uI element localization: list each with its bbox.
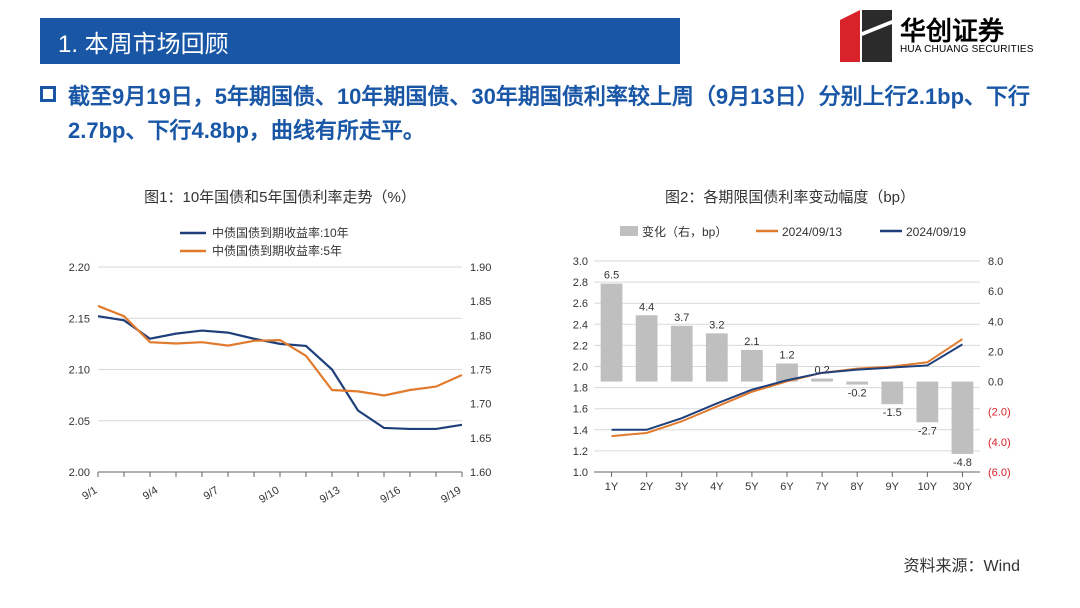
svg-text:3.0: 3.0 <box>573 256 588 268</box>
svg-text:2.0: 2.0 <box>988 346 1003 358</box>
svg-text:6Y: 6Y <box>780 481 794 493</box>
svg-text:2.6: 2.6 <box>573 298 588 310</box>
chart1-title: 图1：10年国债和5年国债利率走势（%） <box>50 186 510 207</box>
svg-text:5Y: 5Y <box>745 481 759 493</box>
svg-text:9/13: 9/13 <box>318 484 343 506</box>
svg-text:1.60: 1.60 <box>470 467 491 479</box>
svg-text:9/10: 9/10 <box>257 484 282 506</box>
chart1-block: 图1：10年国债和5年国债利率走势（%） 2.00 2.05 2.10 2.15 2.2… <box>50 186 510 521</box>
svg-text:4Y: 4Y <box>710 481 724 493</box>
svg-text:1.80: 1.80 <box>470 330 491 342</box>
section-title-text: 1. 本周市场回顾 <box>58 24 229 59</box>
svg-text:-4.8: -4.8 <box>953 457 972 469</box>
svg-text:2.0: 2.0 <box>573 362 588 374</box>
svg-text:2.15: 2.15 <box>69 313 90 325</box>
svg-text:中债国债到期收益率:10年: 中债国债到期收益率:10年 <box>212 225 349 240</box>
svg-text:(6.0): (6.0) <box>988 467 1011 479</box>
svg-text:中债国债到期收益率:5年: 中债国债到期收益率:5年 <box>212 243 342 258</box>
svg-text:1.70: 1.70 <box>470 399 491 411</box>
svg-text:8Y: 8Y <box>850 481 864 493</box>
svg-text:9/7: 9/7 <box>202 484 221 502</box>
svg-text:2.1: 2.1 <box>744 336 759 348</box>
svg-text:2Y: 2Y <box>640 481 654 493</box>
svg-text:1.0: 1.0 <box>573 467 588 479</box>
section-title-bar: 1. 本周市场回顾 <box>40 18 680 64</box>
brand-name-cn: 华创证券 <box>900 18 1034 44</box>
svg-text:7Y: 7Y <box>815 481 829 493</box>
chart2-title: 图2：各期限国债利率变动幅度（bp） <box>550 186 1030 207</box>
svg-text:2.10: 2.10 <box>69 365 90 377</box>
svg-text:3Y: 3Y <box>675 481 689 493</box>
svg-text:1.90: 1.90 <box>470 262 491 274</box>
svg-text:3.7: 3.7 <box>674 312 689 324</box>
svg-text:2.2: 2.2 <box>573 340 588 352</box>
summary-text: 截至9月19日，5年期国债、10年期国债、30年期国债利率较上周（9月13日）分… <box>68 80 1040 148</box>
svg-text:1.85: 1.85 <box>470 296 491 308</box>
svg-text:2.00: 2.00 <box>69 467 90 479</box>
svg-text:6.0: 6.0 <box>988 286 1003 298</box>
svg-text:4.0: 4.0 <box>988 316 1003 328</box>
chart1-svg: 2.00 2.05 2.10 2.15 2.20 1.60 1.65 1.70 1.75 1.80… <box>50 221 510 516</box>
bullet-icon <box>40 86 56 102</box>
svg-text:(4.0): (4.0) <box>988 437 1011 449</box>
svg-text:1.8: 1.8 <box>573 383 588 395</box>
svg-text:1.2: 1.2 <box>573 446 588 458</box>
svg-text:2.20: 2.20 <box>69 262 90 274</box>
svg-text:4.4: 4.4 <box>639 301 654 313</box>
svg-text:30Y: 30Y <box>953 481 973 493</box>
svg-text:6.5: 6.5 <box>604 270 619 282</box>
chart2-block: 图2：各期限国债利率变动幅度（bp） 1.0 1.2 1.4 1.6 1.8 2.0 2.2… <box>550 186 1030 521</box>
svg-text:0.0: 0.0 <box>988 377 1003 389</box>
data-source: 资料来源：Wind <box>904 552 1020 576</box>
brand-name-en: HUA CHUANG SECURITIES <box>900 44 1034 55</box>
svg-text:2.8: 2.8 <box>573 277 588 289</box>
svg-text:1.4: 1.4 <box>573 425 588 437</box>
svg-text:9/1: 9/1 <box>80 484 99 502</box>
brand-logo-text: 华创证券 HUA CHUANG SECURITIES <box>900 18 1034 55</box>
brand-logo: 华创证券 HUA CHUANG SECURITIES <box>840 6 1060 66</box>
svg-text:2024/09/19: 2024/09/19 <box>906 225 966 239</box>
svg-text:2.4: 2.4 <box>573 319 588 331</box>
svg-text:-2.7: -2.7 <box>918 425 937 437</box>
svg-text:1.65: 1.65 <box>470 433 491 445</box>
svg-text:9Y: 9Y <box>886 481 900 493</box>
svg-text:1.2: 1.2 <box>779 349 794 361</box>
svg-text:-1.5: -1.5 <box>883 407 902 419</box>
chart2-svg: 1.0 1.2 1.4 1.6 1.8 2.0 2.2 2.4 2.6 2.8 3.0 (6.0) (4… <box>550 221 1030 516</box>
svg-text:1Y: 1Y <box>605 481 619 493</box>
svg-text:1.75: 1.75 <box>470 365 491 377</box>
svg-text:9/16: 9/16 <box>378 484 403 506</box>
svg-text:10Y: 10Y <box>918 481 938 493</box>
svg-text:8.0: 8.0 <box>988 256 1003 268</box>
brand-logo-mark <box>840 10 892 62</box>
svg-text:2024/09/13: 2024/09/13 <box>782 225 842 239</box>
summary-bullet: 截至9月19日，5年期国债、10年期国债、30年期国债利率较上周（9月13日）分… <box>40 80 1040 148</box>
svg-text:1.6: 1.6 <box>573 404 588 416</box>
svg-text:(2.0): (2.0) <box>988 407 1011 419</box>
svg-text:9/19: 9/19 <box>439 484 464 506</box>
svg-text:9/4: 9/4 <box>141 484 160 502</box>
charts-container: 图1：10年国债和5年国债利率走势（%） 2.00 2.05 2.10 2.15 2.2… <box>50 186 1030 521</box>
svg-text:3.2: 3.2 <box>709 319 724 331</box>
svg-text:-0.2: -0.2 <box>848 388 867 400</box>
svg-text:变化（右，bp）: 变化（右，bp） <box>642 224 727 239</box>
svg-text:2.05: 2.05 <box>69 416 90 428</box>
